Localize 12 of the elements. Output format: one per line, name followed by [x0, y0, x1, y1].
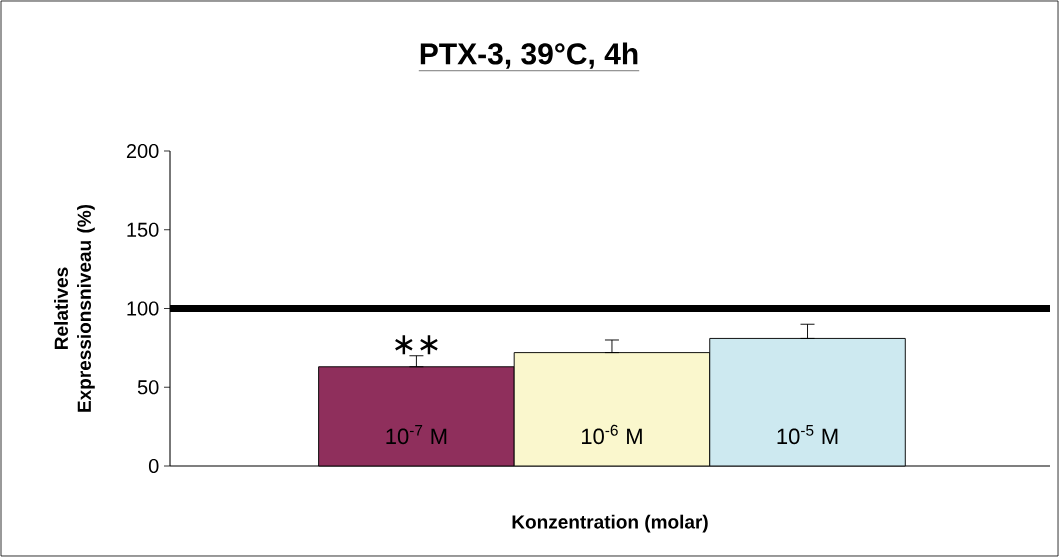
y-tick-label: 200 [126, 143, 159, 159]
y-tick-label: 100 [127, 301, 159, 316]
x-tick-label: 10$^{-6}$ M [582, 424, 642, 445]
y-tick-label: 150 [127, 222, 159, 237]
x-axis-title: Konzentration (molar) [512, 514, 708, 533]
x-tick-label: 10$^{-5}$ M [777, 425, 838, 445]
y-tick-label: 50 [137, 380, 159, 395]
chart-title: PTX-3, 39°C, 4h [420, 42, 638, 69]
y-tick-label: 0 [148, 458, 159, 474]
y-axis-title: Relatives Expressionsniveau (%) [54, 204, 95, 412]
x-tick-label: 10$^{-7}$ M [386, 425, 447, 445]
annotation: ∗∗ [395, 335, 438, 355]
